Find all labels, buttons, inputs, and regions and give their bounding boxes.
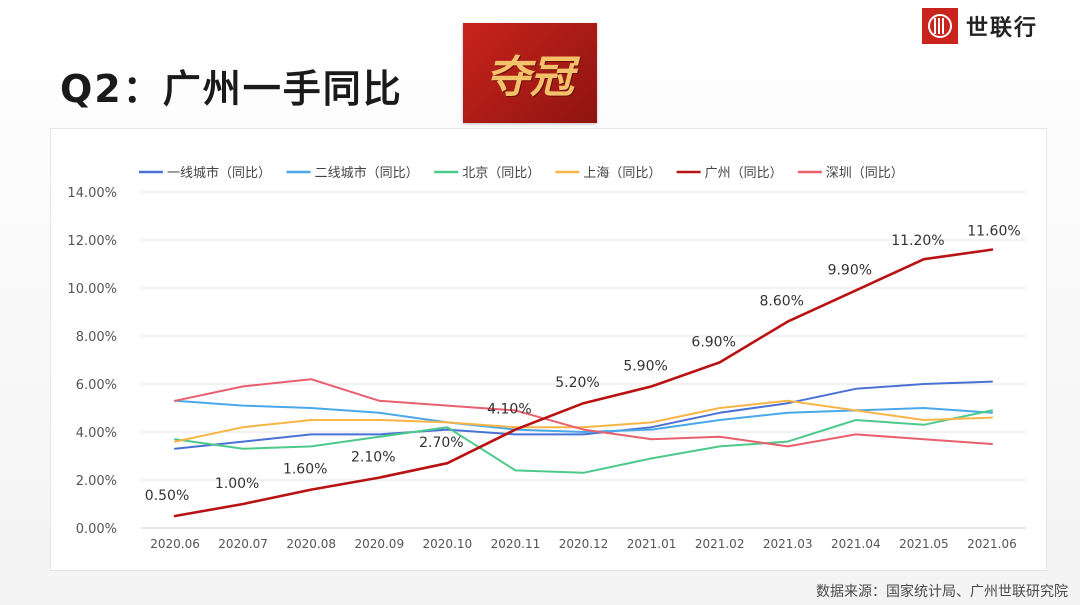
series-line (174, 399, 993, 443)
legend-label: 二线城市（同比） (315, 165, 419, 181)
champion-badge-text: 夺冠 (486, 52, 574, 103)
data-label: 11.60% (967, 224, 1020, 240)
data-label: 1.60% (283, 462, 327, 478)
x-tick-label: 2021.04 (831, 537, 881, 551)
legend-label: 北京（同比） (462, 166, 540, 181)
logo-text: 世联行 (966, 16, 1039, 41)
logo-mark-icon (922, 8, 958, 44)
x-tick-label: 2021.02 (695, 537, 745, 551)
x-tick-label: 2020.09 (354, 537, 404, 551)
data-label: 5.90% (623, 358, 667, 374)
series-line (173, 248, 994, 518)
data-source: 数据来源：国家统计局、广州世联研究院 (816, 584, 1068, 600)
data-label: 4.10% (487, 402, 531, 418)
page-title: Q2：广州一手同比 (60, 67, 403, 111)
data-label: 1.00% (215, 476, 259, 492)
y-tick-label: 0.00% (76, 522, 117, 537)
x-tick-label: 2020.08 (286, 537, 336, 551)
company-logo: 世联行 (922, 6, 1038, 46)
data-label: 11.20% (891, 233, 944, 249)
legend-label: 一线城市（同比） (167, 165, 271, 181)
chart-container: 0.00% 2.00% 4.00% 6.00% 8.00% 10.00% 12.00% 14.… (50, 128, 1047, 571)
x-tick-label: 2020.10 (423, 537, 473, 551)
line-chart: 0.00% 2.00% 4.00% 6.00% 8.00% 10.00% 12.00% 14.… (67, 165, 1026, 551)
y-tick-label: 4.00% (76, 426, 117, 441)
x-tick-label: 2021.05 (899, 537, 949, 551)
x-tick-label: 2020.11 (491, 537, 541, 551)
legend-label: 深圳（同比） (826, 166, 904, 181)
data-label: 2.10% (351, 450, 395, 466)
data-label: 8.60% (759, 294, 803, 310)
x-tick-label: 2020.12 (559, 537, 609, 551)
champion-badge: 夺冠 (463, 23, 597, 123)
data-label: 9.90% (828, 262, 872, 278)
y-tick-label: 6.00% (76, 378, 117, 393)
data-label: 0.50% (145, 488, 189, 504)
series-line (174, 409, 993, 474)
legend-label: 广州（同比） (705, 166, 783, 181)
data-label: 6.90% (691, 334, 735, 350)
x-tick-label: 2021.06 (967, 537, 1017, 551)
data-label: 2.70% (419, 435, 463, 451)
y-tick-label: 14.00% (67, 186, 117, 201)
y-tick-label: 2.00% (76, 474, 117, 489)
x-tick-label: 2020.07 (218, 537, 268, 551)
y-tick-label: 12.00% (67, 234, 117, 249)
y-tick-label: 8.00% (76, 330, 117, 345)
data-label: 5.20% (555, 375, 599, 391)
series-line (174, 378, 993, 448)
x-tick-label: 2020.06 (150, 537, 200, 551)
x-tick-label: 2021.01 (627, 537, 677, 551)
series-line (174, 380, 993, 450)
legend-label: 上海（同比） (583, 166, 661, 181)
y-tick-label: 10.00% (67, 282, 117, 297)
x-tick-label: 2021.03 (763, 537, 813, 551)
